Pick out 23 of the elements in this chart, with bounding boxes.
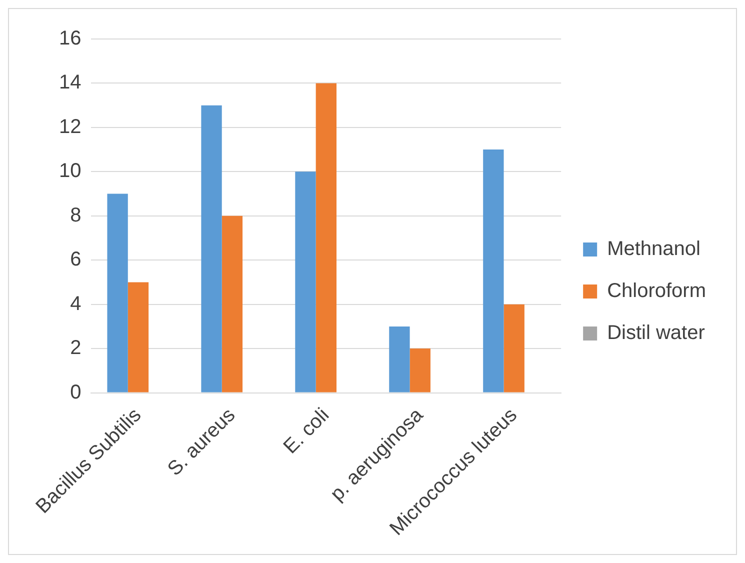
bar	[201, 105, 222, 392]
legend-label: Methnanol	[607, 238, 700, 260]
x-tick-label: E. coli	[280, 404, 334, 458]
y-tick-label: 6	[70, 248, 82, 271]
y-tick-label: 16	[58, 28, 82, 50]
y-tick-label: 12	[58, 116, 82, 138]
bar	[128, 282, 149, 392]
legend-label: Distil water	[607, 322, 706, 344]
bar	[483, 150, 504, 392]
y-tick-label: 2	[70, 337, 82, 360]
bar	[107, 194, 128, 392]
y-tick-label: 0	[70, 381, 82, 404]
y-tick-label: 8	[70, 204, 82, 226]
y-tick-label: 4	[70, 292, 82, 315]
bar	[389, 326, 410, 392]
bar	[222, 216, 243, 392]
bar	[504, 304, 524, 392]
bar	[316, 83, 336, 392]
bar	[295, 172, 316, 392]
bar	[410, 348, 430, 392]
y-tick-label: 10	[58, 160, 82, 182]
legend-label: Chloroform	[607, 280, 706, 302]
y-tick-label: 14	[58, 72, 82, 94]
